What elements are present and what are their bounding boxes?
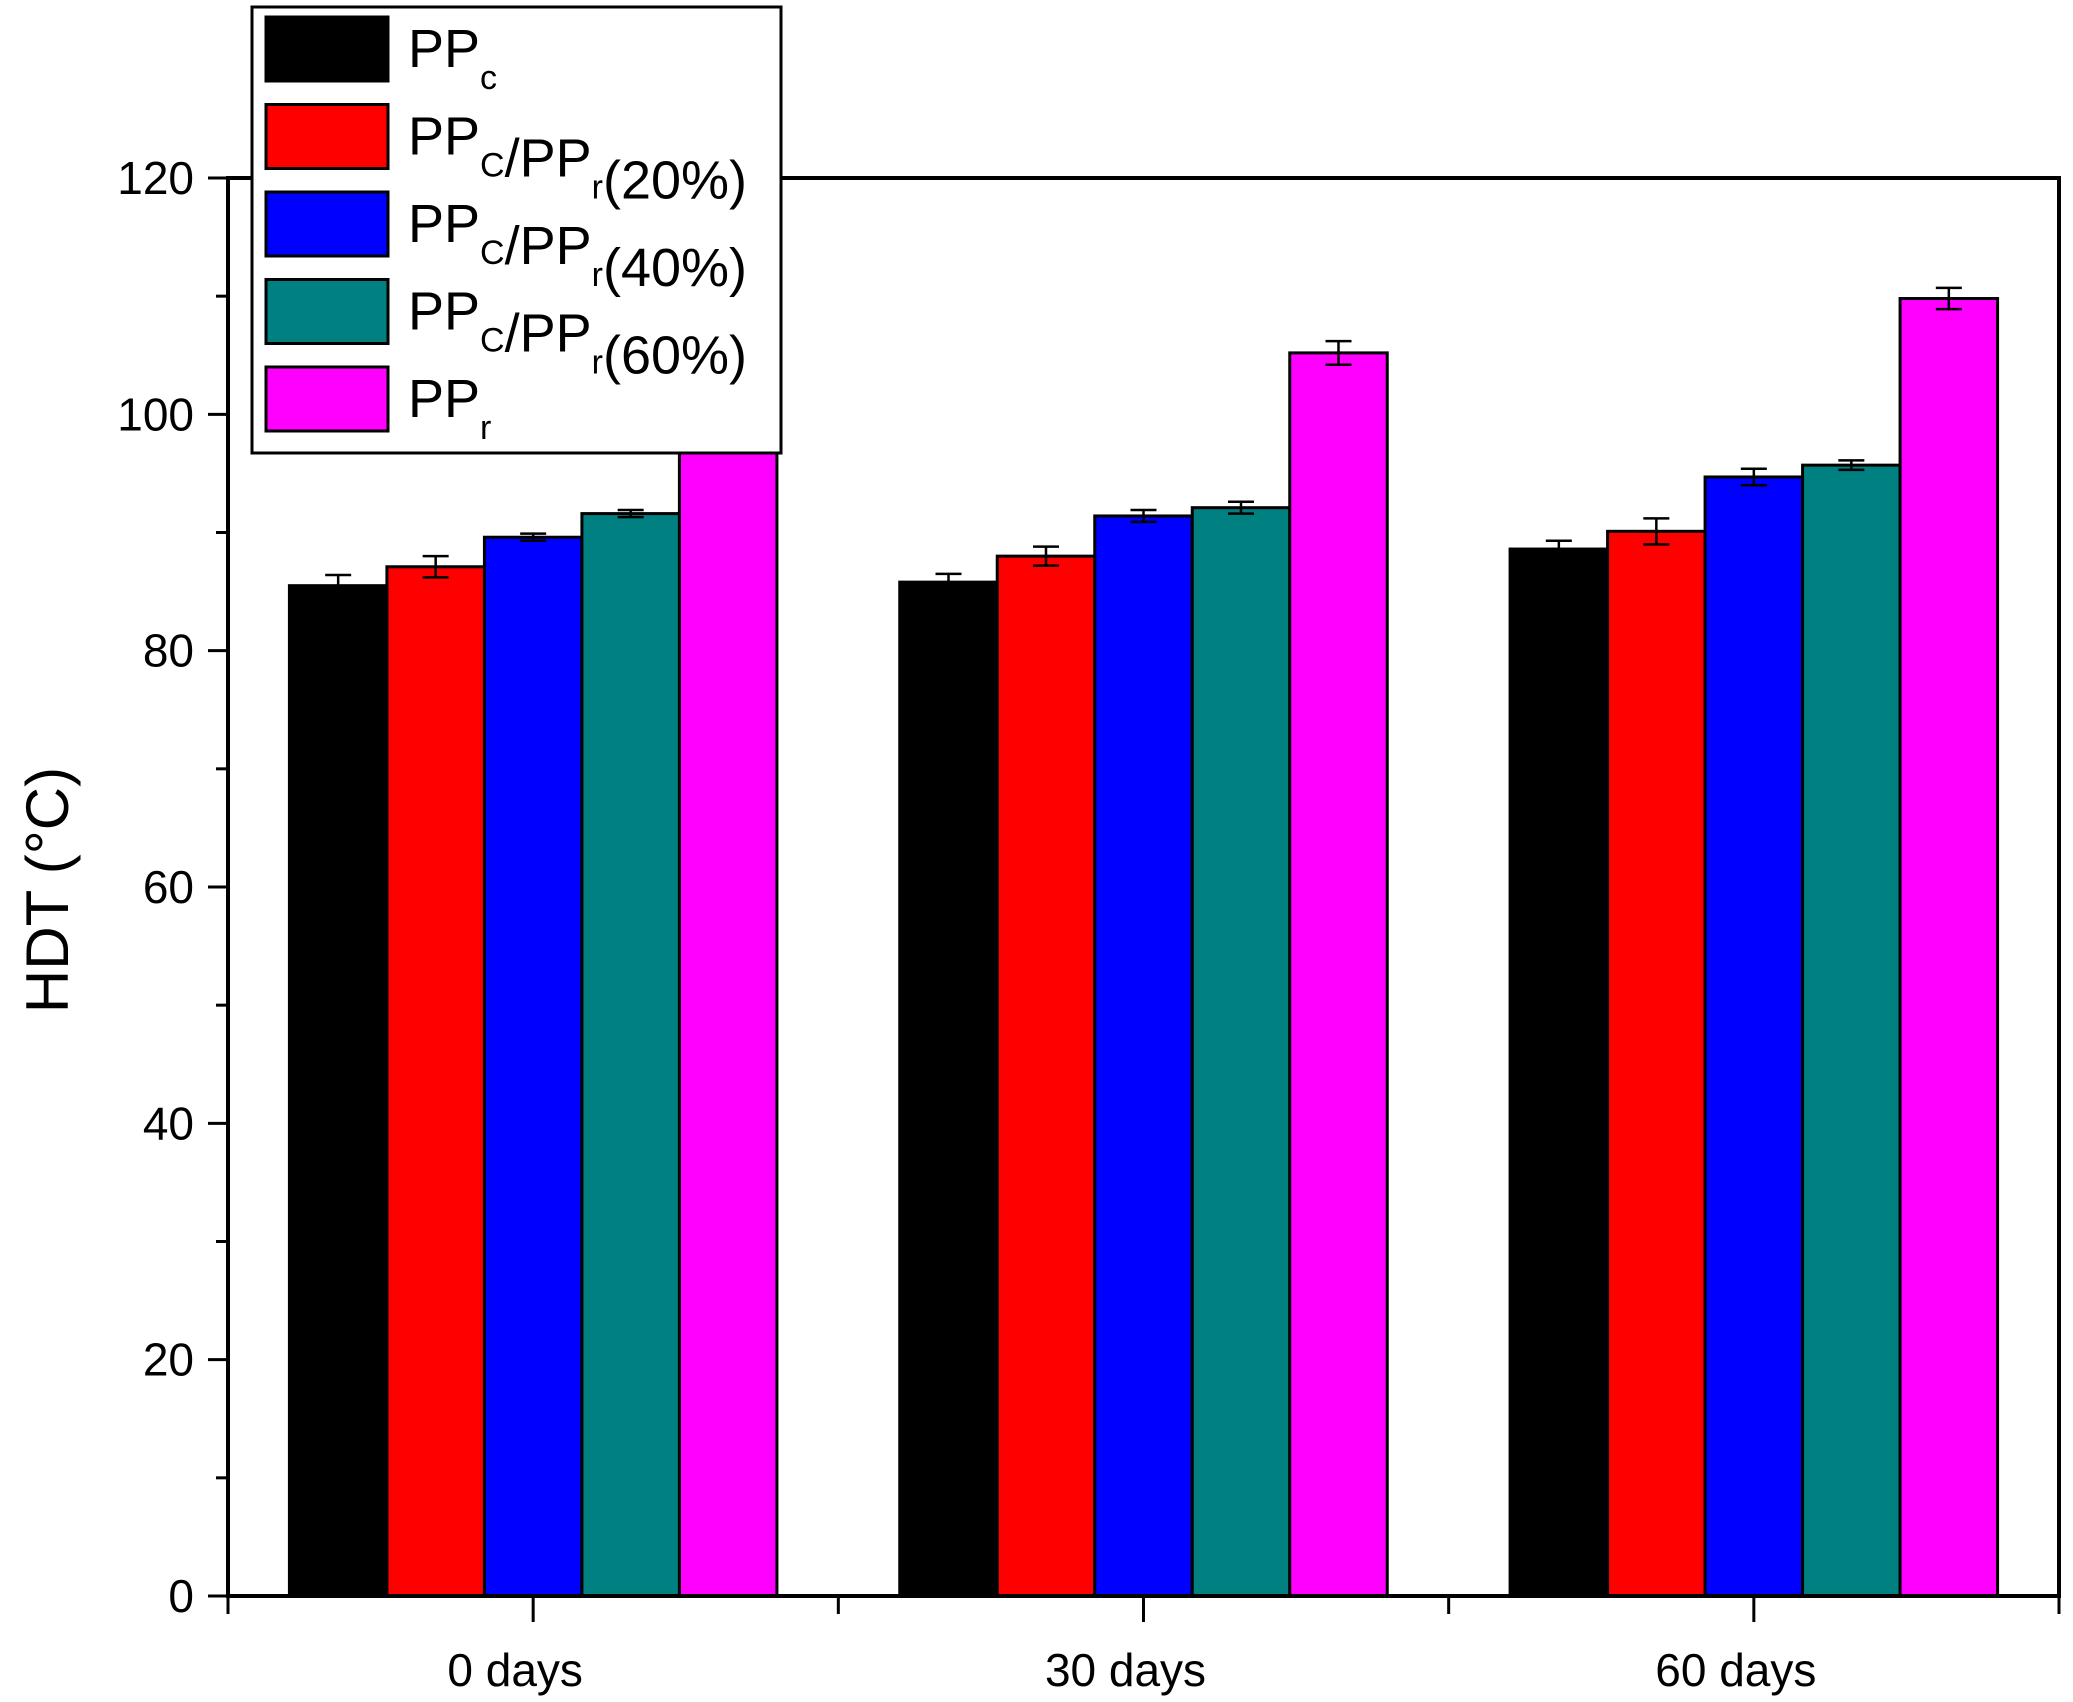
bar-3-60-days — [1703, 475, 1805, 1598]
error-bar — [1838, 459, 1865, 472]
legend-label: PPC/PPr(40%) — [408, 194, 747, 298]
bar-1-60-days — [1508, 547, 1610, 1598]
bar-5-60-days — [1898, 297, 2000, 1598]
error-bar — [935, 572, 962, 592]
y-tick-label: 100 — [117, 388, 194, 440]
y-tick-label: 0 — [168, 1570, 194, 1622]
bar-1-0-days — [287, 584, 389, 1598]
bar-2-0-days — [385, 565, 486, 1598]
bar-5-0-days — [677, 424, 779, 1598]
bar-4-30-days — [1190, 506, 1292, 1598]
legend-label: PPr — [408, 369, 491, 447]
legend: PPc PPC/PPr(20%)PPC/PPr(40%)PPC/PPr(60%)P… — [250, 5, 783, 455]
bar-4-0-days — [580, 512, 681, 1598]
error-bar — [1545, 539, 1572, 559]
error-bar — [422, 554, 449, 579]
error-bar — [1033, 545, 1059, 567]
legend-swatch — [264, 190, 390, 258]
error-bar — [1643, 517, 1670, 546]
error-bar — [1935, 286, 1962, 311]
bar-5-30-days — [1288, 351, 1389, 1598]
y-axis-label: HDT (°C) — [14, 767, 81, 1013]
legend-label: PPc — [408, 19, 497, 97]
y-tick-label: 40 — [143, 1097, 194, 1149]
bar-3-30-days — [1093, 514, 1194, 1598]
error-bar — [1228, 500, 1254, 515]
error-bar — [1740, 467, 1767, 487]
bar-4-60-days — [1801, 463, 1902, 1598]
y-tick-label: 20 — [143, 1334, 194, 1386]
error-bar — [1325, 339, 1352, 366]
bar-2-60-days — [1606, 529, 1707, 1598]
bar-3-0-days — [482, 535, 584, 1598]
error-bar — [520, 532, 547, 543]
x-tick-label: 60 days — [1655, 1644, 1816, 1696]
x-tick-label: 30 days — [1045, 1644, 1206, 1696]
legend-label: PPC/PPr(60%) — [408, 282, 747, 386]
bars-layer — [287, 286, 2000, 1598]
error-bar — [617, 508, 644, 519]
legend-swatch — [264, 15, 390, 83]
error-bar — [1130, 508, 1157, 524]
bar-1-30-days — [898, 580, 999, 1598]
bar-2-30-days — [995, 554, 1097, 1598]
error-bar — [325, 573, 352, 598]
x-tick-label: 0 days — [447, 1644, 583, 1696]
legend-swatch — [264, 103, 390, 170]
y-tick-label: 60 — [143, 861, 194, 913]
y-tick-label: 120 — [117, 152, 194, 204]
axis-layer: 0 20 40 60 80 100 120 0 days 30 days 60 days — [117, 152, 2061, 1696]
y-tick-label: 80 — [143, 625, 194, 677]
legend-swatch — [264, 278, 390, 345]
legend-label: PPC/PPr(20%) — [408, 107, 747, 211]
legend-swatch — [264, 365, 390, 433]
